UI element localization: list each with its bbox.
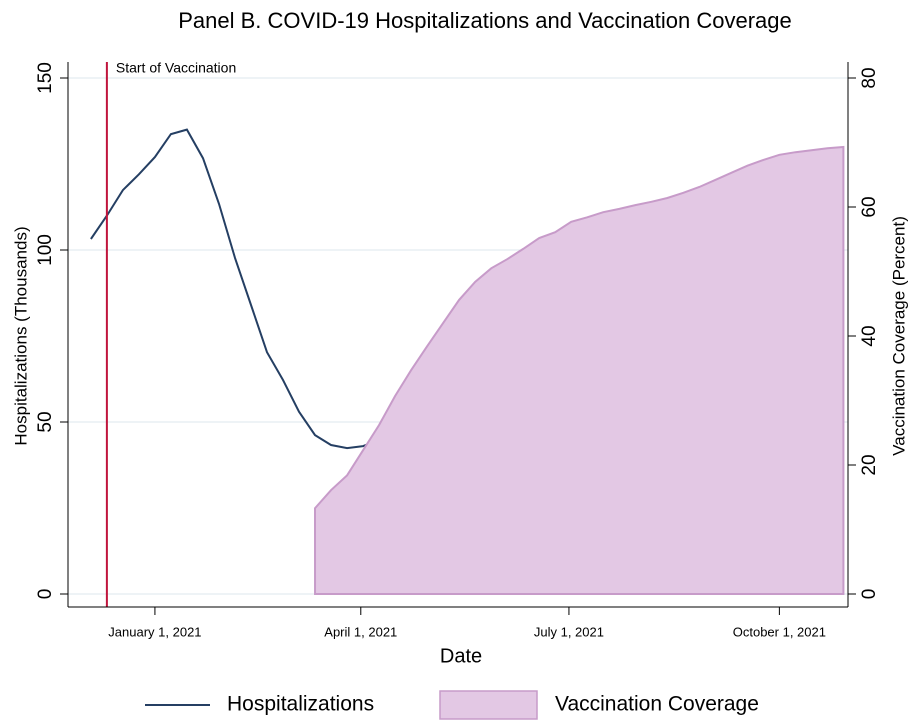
chart-title: Panel B. COVID-19 Hospitalizations and V… xyxy=(178,8,791,33)
y-tick-label: 0 xyxy=(35,589,56,600)
y2-tick-label: 80 xyxy=(859,67,880,88)
y-tick-label: 50 xyxy=(35,411,56,432)
area xyxy=(313,145,845,595)
x-tick-label: April 1, 2021 xyxy=(324,624,397,639)
x-tick-label: July 1, 2021 xyxy=(534,624,604,639)
y2-tick-label: 0 xyxy=(859,589,880,600)
legend-label: Vaccination Coverage xyxy=(555,693,759,716)
y-tick-label: 150 xyxy=(35,62,56,94)
legend-swatch xyxy=(439,690,538,720)
y2-tick-label: 20 xyxy=(859,454,880,475)
y-axis-label: Hospitalizations (Thousands) xyxy=(11,226,30,445)
x-tick-label: January 1, 2021 xyxy=(108,624,201,639)
legend-label: Hospitalizations xyxy=(227,693,374,716)
y-tick-label: 100 xyxy=(35,234,56,266)
y2-tick-label: 40 xyxy=(859,325,880,346)
annotation-text: Start of Vaccination xyxy=(116,60,236,76)
x-axis-label: Date xyxy=(440,645,482,667)
y2-axis-label: Vaccination Coverage (Percent) xyxy=(889,216,908,456)
y2-tick-label: 60 xyxy=(859,196,880,217)
x-tick-label: October 1, 2021 xyxy=(733,624,826,639)
